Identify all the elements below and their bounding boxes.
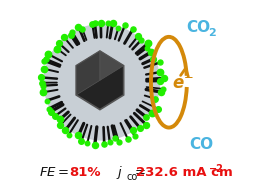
Point — [144, 115, 148, 119]
Polygon shape — [76, 51, 100, 95]
Point — [76, 25, 80, 28]
Point — [67, 133, 71, 136]
Point — [41, 91, 45, 94]
Text: CO: CO — [190, 137, 214, 152]
Point — [70, 31, 74, 34]
Point — [90, 23, 94, 26]
Point — [93, 22, 97, 25]
Point — [80, 27, 84, 30]
Point — [42, 59, 46, 62]
Point — [39, 81, 44, 84]
Point — [159, 90, 163, 93]
Text: −2: −2 — [209, 164, 223, 174]
Point — [79, 140, 84, 143]
Point — [131, 129, 135, 132]
Point — [69, 34, 73, 37]
Point — [123, 24, 127, 27]
Point — [55, 47, 59, 50]
Point — [49, 110, 53, 113]
Point — [44, 57, 48, 60]
Polygon shape — [76, 51, 124, 110]
Point — [41, 84, 45, 87]
Point — [158, 61, 162, 64]
Point — [158, 79, 163, 82]
Text: 81%: 81% — [70, 167, 101, 179]
Point — [139, 38, 143, 41]
Point — [113, 136, 117, 139]
Text: =: = — [58, 167, 68, 179]
Point — [46, 53, 50, 56]
Point — [111, 21, 115, 24]
Text: 232.6 mA cm: 232.6 mA cm — [136, 167, 233, 179]
Point — [116, 27, 120, 30]
Point — [58, 118, 62, 121]
Point — [106, 21, 110, 24]
Point — [144, 123, 148, 126]
Point — [126, 137, 130, 140]
Point — [158, 71, 162, 74]
Point — [102, 143, 106, 146]
Point — [45, 99, 49, 102]
Point — [145, 46, 149, 49]
Point — [93, 143, 97, 146]
Point — [154, 97, 158, 100]
Point — [42, 67, 46, 70]
Point — [99, 22, 103, 25]
Text: e$^{-}$: e$^{-}$ — [172, 75, 194, 93]
Point — [39, 76, 43, 79]
Point — [133, 134, 137, 137]
Point — [162, 77, 166, 80]
Point — [63, 129, 67, 132]
Point — [151, 58, 155, 61]
Point — [108, 141, 112, 144]
Text: co: co — [126, 172, 138, 182]
Point — [149, 50, 154, 53]
Text: =: = — [135, 167, 146, 179]
Point — [161, 87, 165, 90]
Point — [76, 134, 80, 137]
Point — [58, 123, 62, 126]
Text: CO: CO — [186, 20, 210, 35]
Point — [156, 107, 160, 110]
Point — [146, 42, 150, 45]
Point — [150, 111, 155, 114]
Point — [47, 107, 51, 110]
Text: 2: 2 — [208, 28, 215, 38]
Point — [53, 114, 57, 117]
Point — [138, 126, 142, 129]
Point — [62, 35, 66, 38]
Text: $\it{FE}$: $\it{FE}$ — [38, 167, 57, 179]
Point — [136, 34, 140, 37]
Point — [117, 140, 121, 143]
Text: $\it{j}$: $\it{j}$ — [116, 164, 123, 181]
Point — [85, 141, 90, 144]
Point — [131, 28, 135, 31]
Point — [57, 42, 61, 45]
Polygon shape — [100, 51, 124, 80]
Circle shape — [44, 25, 159, 140]
